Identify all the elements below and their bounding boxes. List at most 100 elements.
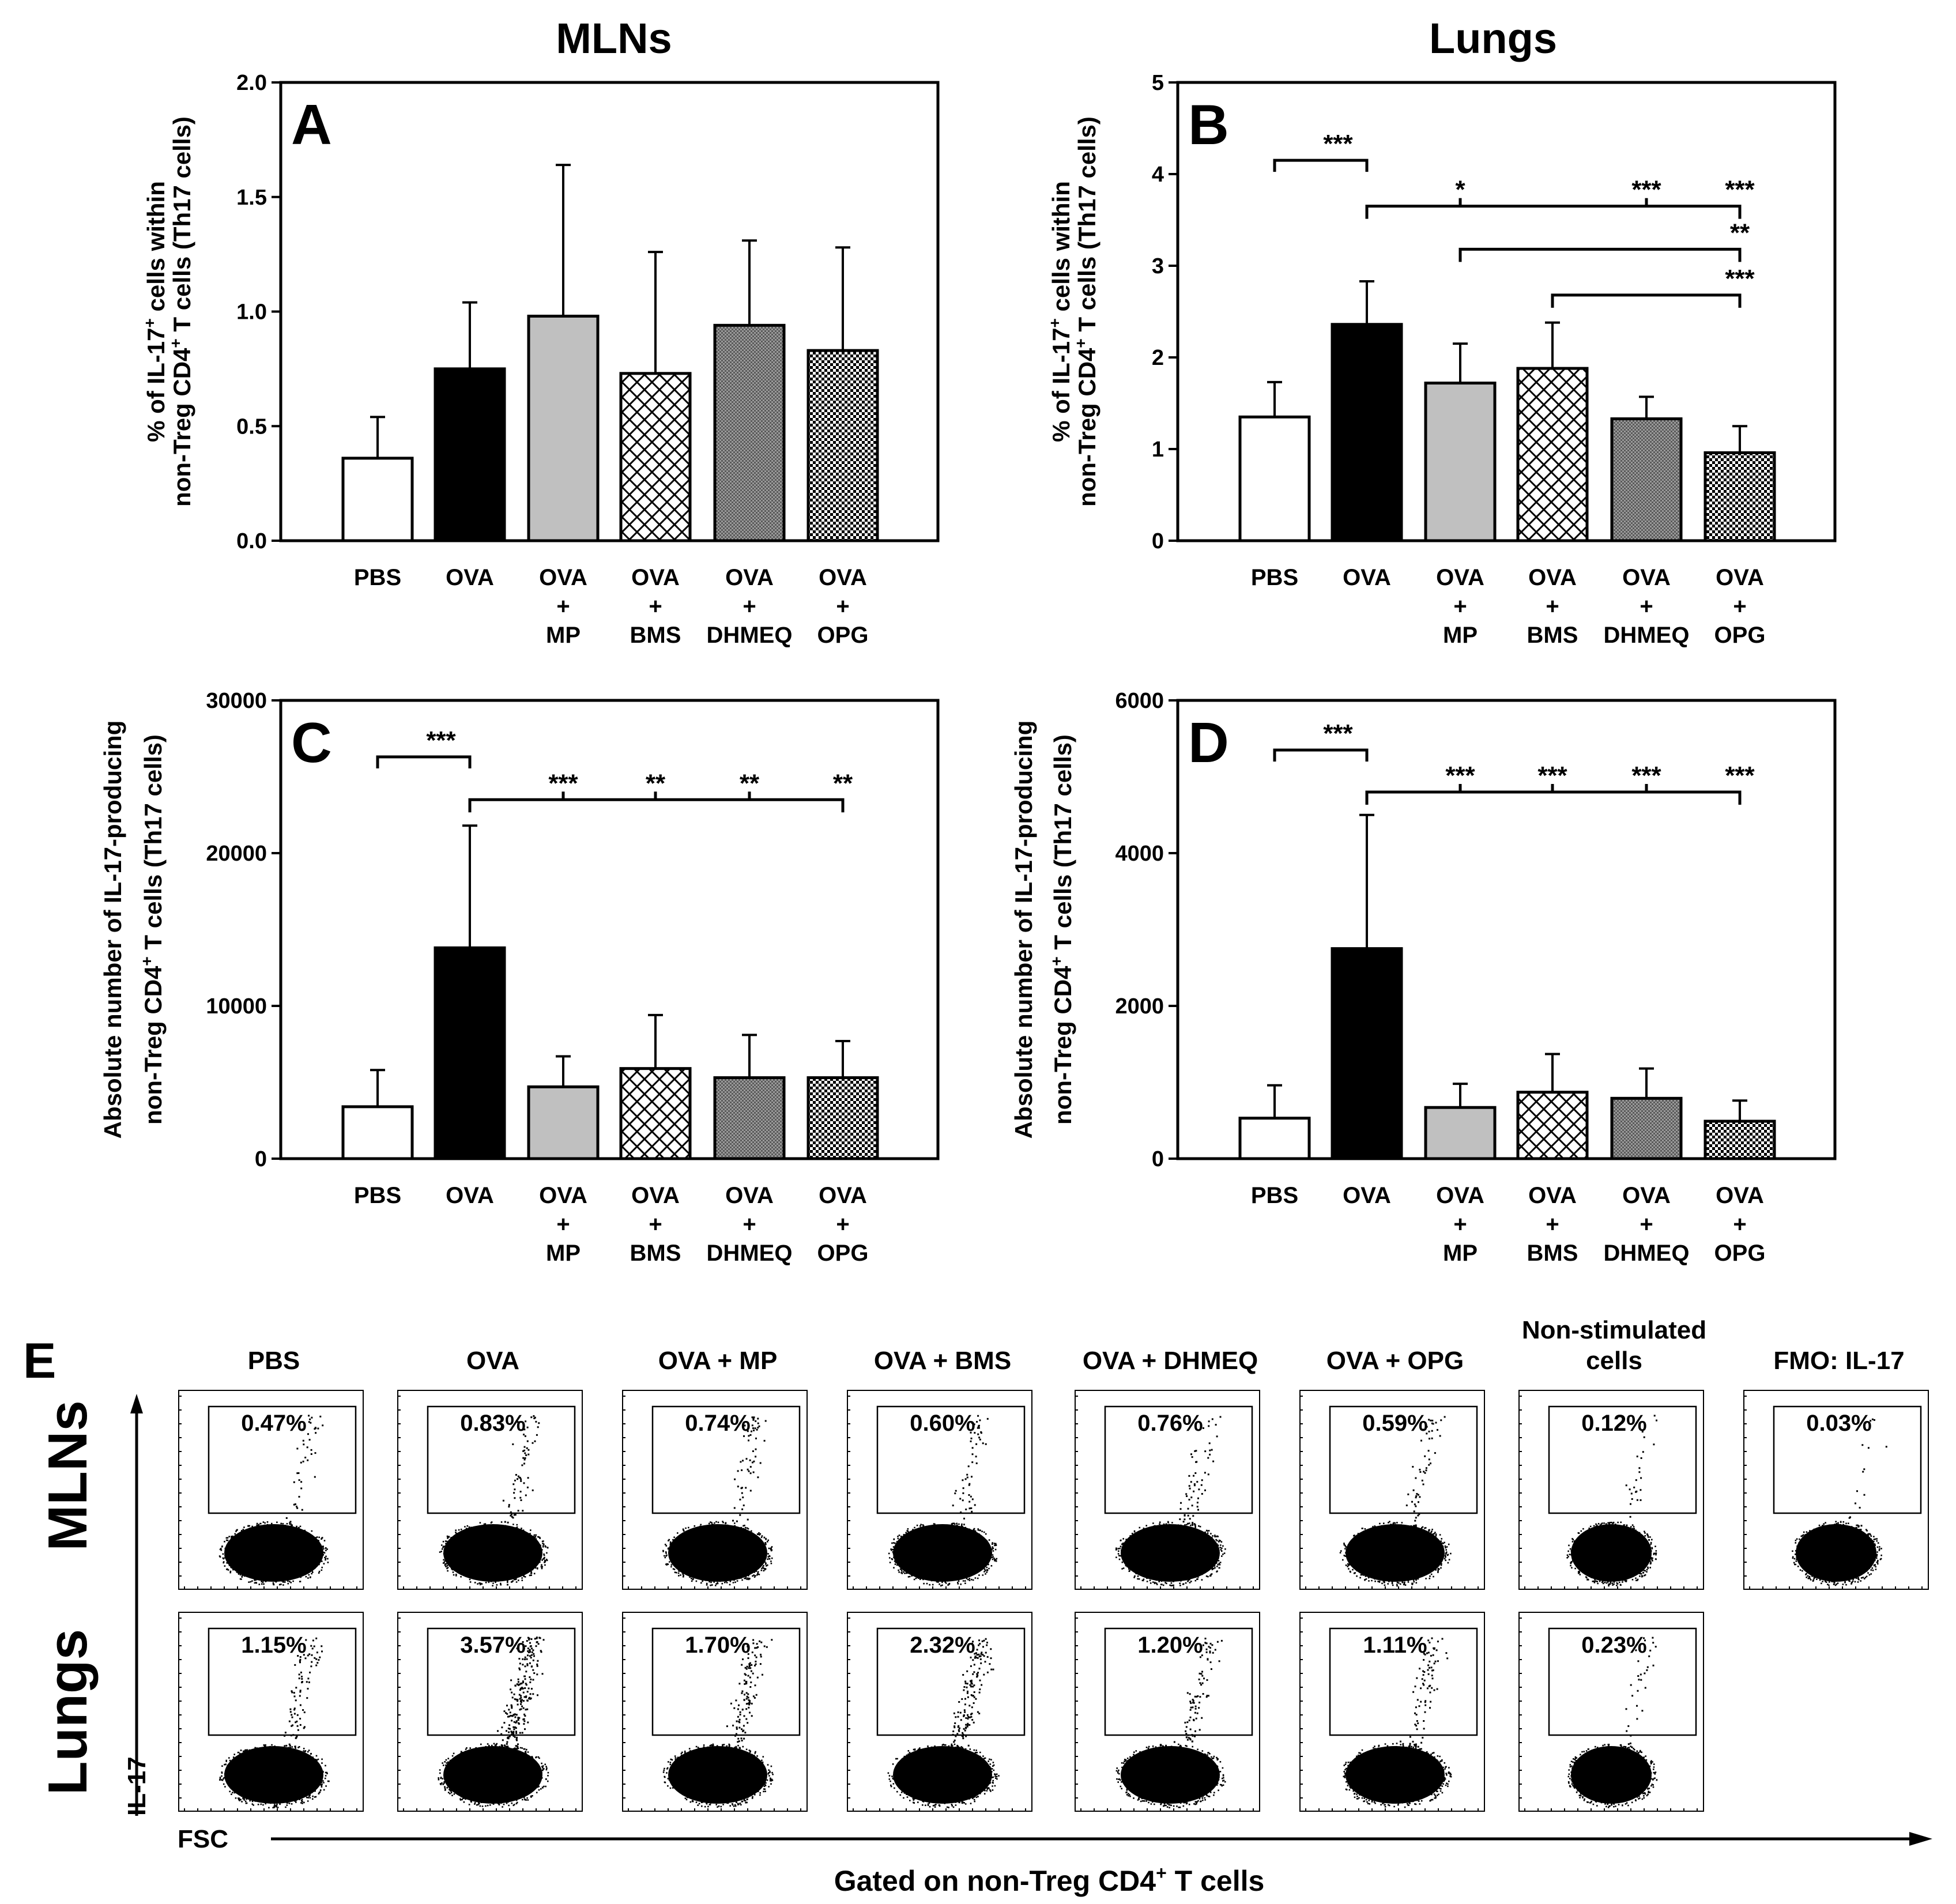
y-tick-label-b: 5 (1152, 71, 1164, 95)
y-tick-label-a: 1.0 (236, 300, 267, 325)
x-tick-label-d: + (1733, 1212, 1746, 1237)
sig-label-c: ** (646, 769, 666, 797)
gate (1773, 1405, 1922, 1514)
bar-b (1704, 451, 1776, 542)
gate-percentage: 1.70% (685, 1632, 750, 1658)
dot-plot: 0.23% (1518, 1612, 1704, 1812)
y-tick-label-c: 0 (255, 1147, 267, 1171)
gate-percentage: 0.47% (241, 1411, 306, 1436)
x-tick-label-b: + (1640, 594, 1653, 619)
sig-label-d: *** (1323, 719, 1353, 748)
x-tick-label-d: OVA (1436, 1183, 1484, 1208)
panel-letter-d: D (1188, 711, 1229, 774)
x-tick-label-d: BMS (1527, 1241, 1578, 1266)
cell-population (1796, 1524, 1876, 1582)
bar-d (1331, 947, 1403, 1160)
bar-d (1610, 1096, 1683, 1160)
header-mlns: MLNs (556, 14, 672, 62)
gate-percentage: 0.76% (1137, 1411, 1203, 1436)
cell-events (1567, 1637, 1658, 1808)
gate-percentage: 0.74% (685, 1411, 750, 1436)
sig-label-b: * (1455, 176, 1465, 204)
x-tick-label-a: OVA (631, 565, 680, 590)
gating-caption: Gated on non-Treg CD4+ T cells (834, 1862, 1265, 1897)
x-tick-label-c: OVA (725, 1183, 774, 1208)
x-tick-label-c: + (836, 1212, 849, 1237)
cell-population (1346, 1746, 1445, 1804)
column-title: OVA (466, 1347, 519, 1375)
sig-line-b (1365, 205, 1742, 219)
dot-plot: 2.32% (847, 1612, 1032, 1812)
x-tick-label-d: + (1453, 1212, 1467, 1237)
bar-d (1238, 1117, 1311, 1160)
bar-a (527, 314, 600, 542)
gate-percentage: 0.23% (1581, 1632, 1646, 1658)
bar-c (434, 946, 506, 1160)
x-tick-label-a: BMS (630, 623, 681, 648)
x-tick-label-b: OVA (1528, 565, 1577, 590)
cell-events (662, 1639, 774, 1808)
bar-d (1424, 1106, 1497, 1160)
x-tick-label-a: OVA (725, 565, 774, 590)
x-tick-label-d: + (1546, 1212, 1559, 1237)
plot-frame-c (279, 699, 940, 1160)
x-tick-label-c: DHMEQ (707, 1241, 793, 1266)
gate-percentage: 3.57% (460, 1632, 525, 1658)
row-label-mlns: MLNs (37, 1400, 99, 1551)
y-tick-label-b: 3 (1152, 254, 1164, 278)
gate (427, 1627, 576, 1736)
gate (876, 1627, 1026, 1736)
cell-population (1571, 1746, 1652, 1804)
bar-c (341, 1105, 414, 1160)
gate (208, 1627, 357, 1736)
x-tick-label-b: DHMEQ (1604, 623, 1690, 648)
bar-charts: A 0.0 0.5 1.0 1.5 2.0 % of IL-17+ cells within… (99, 71, 1837, 1266)
x-tick-label-b: + (1453, 594, 1467, 619)
x-tick-label-d: OPG (1714, 1241, 1766, 1266)
y-tick-label-b: 4 (1152, 163, 1164, 187)
sig-line-d (1365, 790, 1742, 805)
x-tick-label-a: DHMEQ (707, 623, 793, 648)
x-tick-label-b: + (1733, 594, 1746, 619)
dot-plot: 0.76% (1075, 1390, 1260, 1590)
panel-letter-e: E (23, 1333, 56, 1389)
dot-plot: 1.70% (622, 1612, 808, 1812)
y-tick-label-a: 0.0 (236, 529, 267, 553)
sig-label-b: *** (1323, 130, 1353, 158)
x-tick-label-a: + (556, 594, 570, 619)
x-tick-label-c: PBS (354, 1183, 401, 1208)
gate (1104, 1627, 1253, 1736)
bar-c (806, 1076, 879, 1160)
dot-plot: 0.59% (1299, 1390, 1485, 1590)
sig-line-c (468, 798, 845, 813)
x-tick-label-c: + (649, 1212, 662, 1237)
sig-label-c: *** (426, 726, 456, 755)
column-title: PBS (248, 1347, 300, 1375)
cell-population (1121, 1746, 1220, 1804)
cell-population (893, 1524, 992, 1582)
panel-letter-a: A (291, 93, 332, 156)
x-tick-label-d: MP (1443, 1241, 1478, 1266)
dot-plot: 1.20% (1075, 1612, 1260, 1812)
sig-label-c: ** (833, 769, 853, 797)
y-axis-label: IL-17 (123, 1756, 151, 1816)
gate (1548, 1627, 1697, 1736)
sig-label-d: *** (1537, 761, 1567, 790)
y-axis-label-c: non-Treg CD4+ T cells (Th17 cells) (138, 734, 167, 1125)
y-axis-label-b: non-Treg CD4+ T cells (Th17 cells) (1072, 116, 1101, 507)
x-axis-label: FSC (178, 1825, 228, 1853)
y-axis-label-b: % of IL-17+ cells within (1046, 181, 1075, 442)
y-tick-label-d: 4000 (1115, 842, 1164, 866)
x-tick-label-b: BMS (1527, 623, 1578, 648)
column-title: OVA + MP (658, 1347, 778, 1375)
gate (208, 1405, 357, 1514)
bar-c (527, 1085, 600, 1160)
x-tick-label-c: + (556, 1212, 570, 1237)
dot-plot: 0.03% (1743, 1390, 1929, 1590)
x-tick-label-b: OPG (1714, 623, 1766, 648)
bar-c (713, 1076, 786, 1160)
x-tick-label-c: + (743, 1212, 756, 1237)
x-tick-label-d: OVA (1528, 1183, 1577, 1208)
y-tick-label-c: 30000 (206, 689, 267, 713)
y-tick-label-b: 0 (1152, 529, 1164, 553)
